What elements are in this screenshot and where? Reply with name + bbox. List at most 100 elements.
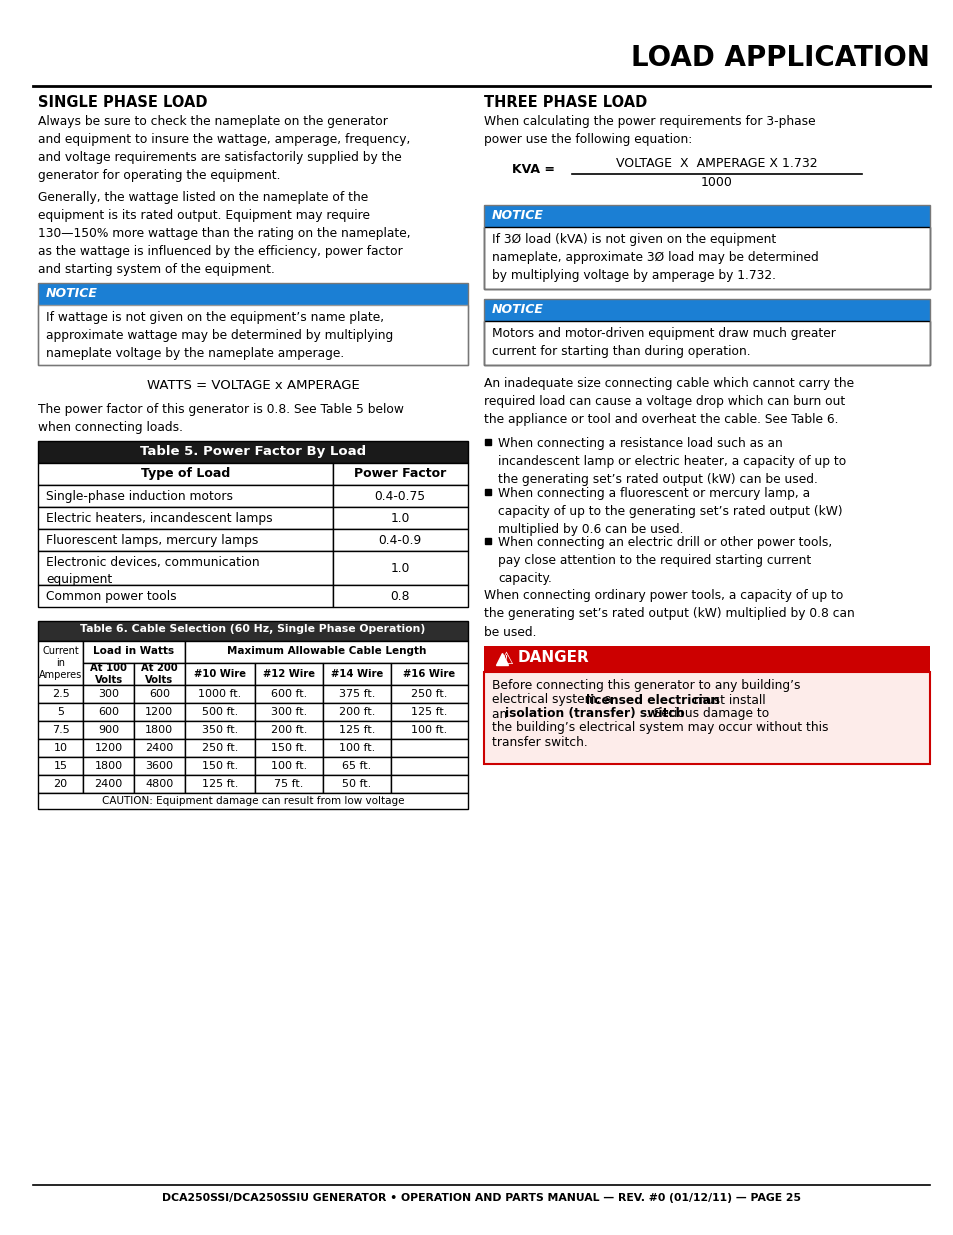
Bar [254, 703, 323, 721]
Bar [323, 703, 391, 721]
Bar [38, 757, 83, 776]
Bar [391, 685, 468, 703]
Bar [83, 663, 133, 685]
Text: 1.0: 1.0 [390, 511, 410, 525]
Text: DANGER: DANGER [517, 651, 589, 666]
Text: 1000: 1000 [700, 177, 732, 189]
Bar [333, 529, 468, 551]
Bar [185, 739, 254, 757]
Text: #10 Wire: #10 Wire [193, 669, 246, 679]
Text: WATTS = VOLTAGE x AMPERAGE: WATTS = VOLTAGE x AMPERAGE [147, 379, 359, 391]
Text: 1800: 1800 [94, 761, 122, 771]
Bar [83, 757, 133, 776]
Text: KVA =: KVA = [512, 163, 555, 177]
Text: 125 ft.: 125 ft. [411, 706, 447, 718]
Bar [38, 508, 333, 529]
Text: 300: 300 [98, 689, 119, 699]
Text: LOAD APPLICATION: LOAD APPLICATION [631, 44, 929, 72]
Text: 900: 900 [98, 725, 119, 735]
Bar [254, 776, 323, 793]
Bar [133, 776, 185, 793]
Bar [483, 299, 929, 321]
Bar [391, 721, 468, 739]
Bar [323, 739, 391, 757]
Text: 2400: 2400 [145, 743, 173, 753]
Bar [38, 485, 333, 508]
Text: 150 ft.: 150 ft. [271, 743, 307, 753]
Text: Current
in
Amperes: Current in Amperes [39, 646, 82, 680]
Text: VOLTAGE  X  AMPERAGE X 1.732: VOLTAGE X AMPERAGE X 1.732 [616, 157, 817, 170]
Text: 100 ft.: 100 ft. [411, 725, 447, 735]
Bar [254, 757, 323, 776]
Text: SINGLE PHASE LOAD: SINGLE PHASE LOAD [38, 95, 208, 110]
Text: 65 ft.: 65 ft. [342, 761, 372, 771]
Text: 200 ft.: 200 ft. [338, 706, 375, 718]
Bar [333, 463, 468, 485]
Bar [38, 776, 83, 793]
Bar [185, 641, 468, 663]
Bar [133, 685, 185, 703]
Text: Electronic devices, communication
equipment: Electronic devices, communication equipm… [46, 556, 259, 585]
Text: Fluorescent lamps, mercury lamps: Fluorescent lamps, mercury lamps [46, 534, 258, 547]
Bar [38, 585, 333, 606]
Bar [185, 721, 254, 739]
Text: DCA250SSI/DCA250SSIU GENERATOR • OPERATION AND PARTS MANUAL — REV. #0 (01/12/11): DCA250SSI/DCA250SSIU GENERATOR • OPERATI… [162, 1193, 801, 1203]
Text: 100 ft.: 100 ft. [338, 743, 375, 753]
Text: If wattage is not given on the equipment’s name plate,
approximate wattage may b: If wattage is not given on the equipment… [46, 311, 393, 359]
Text: 10: 10 [53, 743, 68, 753]
Text: 1200: 1200 [94, 743, 122, 753]
Text: isolation (transfer) switch: isolation (transfer) switch [505, 708, 684, 720]
Text: NOTICE: NOTICE [492, 209, 543, 222]
Bar [133, 757, 185, 776]
Text: 5: 5 [57, 706, 64, 718]
Text: 2.5: 2.5 [51, 689, 70, 699]
Bar [38, 551, 333, 585]
Bar [38, 793, 468, 809]
Bar [133, 703, 185, 721]
Bar [133, 739, 185, 757]
Bar [483, 646, 929, 672]
Text: Single-phase induction motors: Single-phase induction motors [46, 490, 233, 503]
Bar [323, 721, 391, 739]
Bar [483, 672, 929, 763]
Text: When connecting an electric drill or other power tools,
pay close attention to t: When connecting an electric drill or oth… [497, 536, 831, 585]
Bar [38, 305, 468, 366]
Bar [333, 508, 468, 529]
Text: 7.5: 7.5 [51, 725, 70, 735]
Bar [83, 739, 133, 757]
Text: 500 ft.: 500 ft. [201, 706, 237, 718]
Text: 0.4-0.75: 0.4-0.75 [375, 489, 425, 503]
Text: 375 ft.: 375 ft. [338, 689, 375, 699]
Bar [83, 685, 133, 703]
Bar [83, 721, 133, 739]
Bar [254, 685, 323, 703]
Bar [83, 776, 133, 793]
Bar [333, 551, 468, 585]
Bar [185, 663, 254, 685]
Text: Table 5. Power Factor By Load: Table 5. Power Factor By Load [140, 445, 366, 458]
Text: . Serious damage to: . Serious damage to [645, 708, 768, 720]
Text: 600 ft.: 600 ft. [271, 689, 307, 699]
Text: THREE PHASE LOAD: THREE PHASE LOAD [483, 95, 646, 110]
Text: Load in Watts: Load in Watts [93, 646, 174, 656]
Bar [38, 283, 468, 366]
Text: Always be sure to check the nameplate on the generator
and equipment to insure t: Always be sure to check the nameplate on… [38, 115, 410, 182]
Bar [185, 757, 254, 776]
Text: CAUTION: Equipment damage can result from low voltage: CAUTION: Equipment damage can result fro… [102, 797, 404, 806]
Bar [83, 641, 185, 663]
Text: 0.4-0.9: 0.4-0.9 [378, 534, 421, 547]
Text: 600: 600 [98, 706, 119, 718]
Bar [254, 663, 323, 685]
Bar [254, 721, 323, 739]
Bar [38, 685, 83, 703]
Bar [185, 776, 254, 793]
Bar [38, 529, 333, 551]
Text: NOTICE: NOTICE [46, 287, 98, 300]
Text: 50 ft.: 50 ft. [342, 779, 372, 789]
Text: NOTICE: NOTICE [492, 303, 543, 316]
Bar [38, 641, 83, 685]
Bar [391, 703, 468, 721]
Text: ⚠: ⚠ [497, 650, 513, 667]
Bar [38, 283, 468, 305]
Bar [323, 685, 391, 703]
